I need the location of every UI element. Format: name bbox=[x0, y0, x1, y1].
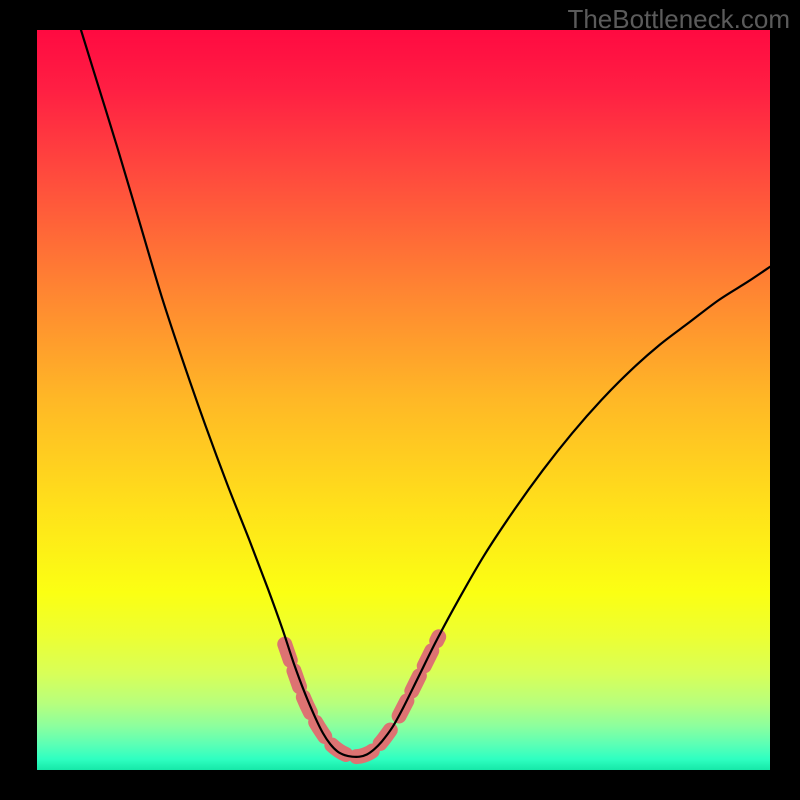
plot-area bbox=[37, 30, 770, 770]
accent-left-path bbox=[285, 644, 391, 756]
curve-layer bbox=[37, 30, 770, 770]
figure-root: TheBottleneck.com bbox=[0, 0, 800, 800]
